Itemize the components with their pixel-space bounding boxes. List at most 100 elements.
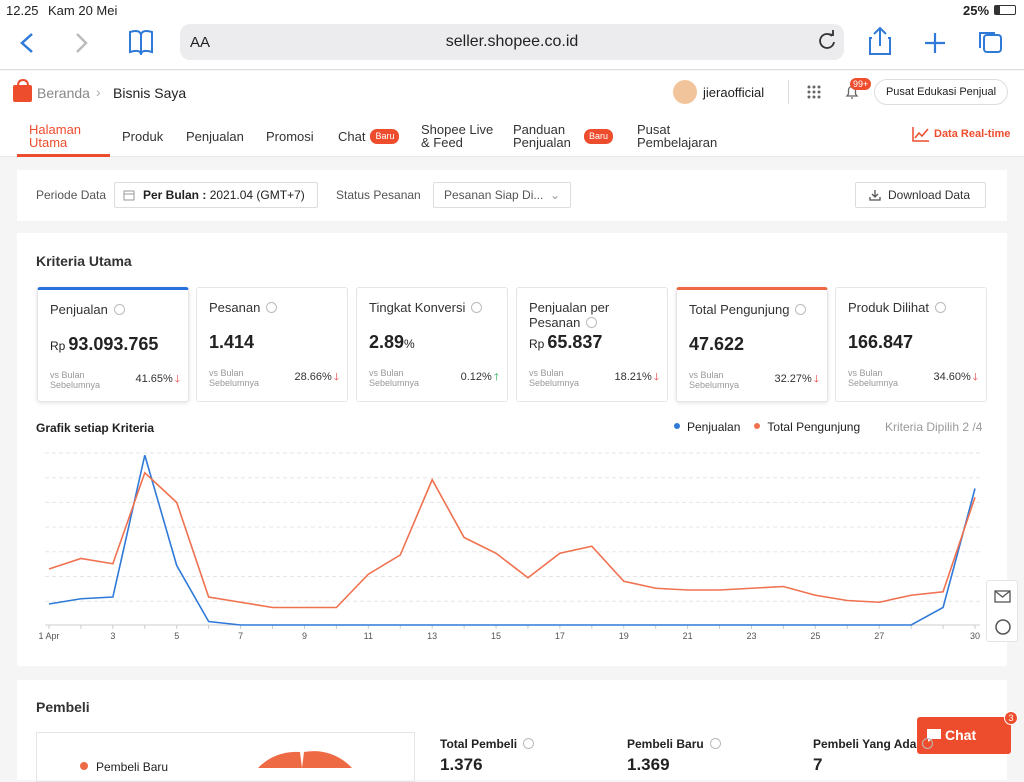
stat-value: 1.369 — [627, 755, 670, 774]
metric-name-text: Pesanan — [209, 300, 261, 315]
tab-badge: Baru — [583, 128, 613, 144]
metric-prefix: Rp — [50, 339, 66, 353]
metric-change: 32.27% 🡓 — [774, 372, 819, 389]
legend-label: Penjualan — [687, 420, 741, 434]
breadcrumb-sep: › — [96, 84, 101, 100]
x-tick-label: 17 — [555, 631, 565, 641]
metric-change: 28.66% 🡓 — [294, 370, 339, 387]
nav-tab[interactable]: Penjualan — [186, 118, 246, 154]
url: seller.shopee.co.id — [445, 33, 579, 50]
metric-card[interactable]: Tingkat Konversi 2.89% vs Bulan Sebelumnya… — [356, 287, 508, 402]
buyer-stat: Total Pembeli 1.376 — [440, 737, 535, 775]
metric-compare: vs Bulan Sebelumnya — [369, 368, 420, 388]
x-tick-label: 25 — [810, 631, 820, 641]
legend-item[interactable]: Total Pengunjung — [754, 420, 860, 434]
avatar[interactable] — [673, 80, 697, 104]
metric-card[interactable]: Penjualan Rp 93.093.765 vs Bulan Sebelumnya… — [37, 287, 189, 402]
download-button[interactable]: Download Data — [855, 182, 986, 208]
apps-icon[interactable] — [806, 84, 822, 100]
nav-tab[interactable]: Chat Baru — [338, 118, 408, 154]
share[interactable] — [869, 26, 891, 55]
metric-value: 2.89% — [369, 332, 495, 360]
nav-tab[interactable]: Halaman Utama — [29, 118, 122, 154]
tab-label: Halaman Utama — [29, 122, 82, 150]
x-tick-label: 19 — [619, 631, 629, 641]
nav-tab[interactable]: Shopee Live & Feed — [421, 118, 501, 154]
metric-value: Rp 65.837 — [529, 332, 655, 360]
x-tick-label: 5 — [174, 631, 179, 641]
metric-compare: vs Bulan Sebelumnya — [848, 368, 899, 388]
info-icon — [523, 738, 535, 749]
stat-value: 1.376 — [440, 755, 483, 774]
tab-badge: Baru — [370, 128, 400, 144]
series-line — [48, 471, 976, 609]
nav-tab[interactable]: Panduan Penjualan Baru — [513, 118, 613, 154]
metric-value: 166.847 — [848, 332, 974, 360]
legend: Penjualan Total Pengunjung — [674, 420, 860, 434]
nav-tab[interactable]: Pusat Pembelajaran — [637, 118, 717, 154]
metric-card[interactable]: Total Pengunjung 47.622 vs Bulan Sebelumny… — [676, 287, 828, 402]
metric-card[interactable]: Produk Dilihat 166.847 vs Bulan Sebelumnya… — [835, 287, 987, 402]
metric-suffix: % — [404, 337, 415, 351]
status-value: Pesanan Siap Di... — [444, 188, 544, 202]
change-text: 41.65% — [135, 373, 173, 385]
metric-compare: vs Bulan Sebelumnya — [689, 370, 740, 390]
bookmarks-button[interactable] — [129, 30, 153, 55]
realtime-link[interactable]: Data Real-time — [934, 128, 1011, 140]
metric-number: 166.847 — [848, 332, 914, 352]
tabs[interactable] — [983, 34, 1002, 53]
change-arrow: 🡓 — [813, 374, 819, 385]
x-tick-label: 9 — [302, 631, 307, 641]
change-arrow: 🡑 — [493, 372, 499, 383]
metric-card[interactable]: Penjualan per Pesanan Rp 65.837 vs Bulan Se… — [516, 287, 668, 402]
metric-name: Tingkat Konversi — [369, 300, 495, 326]
change-arrow: 🡓 — [653, 372, 659, 383]
username[interactable]: jieraofficial — [703, 85, 765, 100]
metric-compare: vs Bulan Sebelumnya — [50, 370, 101, 390]
period-picker[interactable]: Per Bulan : 2021.04 (GMT+7) — [114, 182, 318, 208]
side-icons[interactable] — [987, 581, 1019, 643]
new-tab[interactable] — [925, 33, 945, 53]
tab-label: Shopee Live & Feed — [421, 122, 494, 150]
kriteria-title: Kriteria Utama — [36, 253, 132, 269]
tab-label: Penjualan — [186, 128, 244, 144]
info-icon — [266, 302, 278, 313]
forward-button[interactable] — [76, 33, 88, 53]
info-icon — [709, 738, 721, 749]
metric-number: 2.89 — [369, 332, 405, 352]
download-icon — [869, 190, 881, 201]
nav-tab[interactable]: Promosi — [266, 118, 321, 154]
info-icon — [113, 304, 125, 315]
address-bar[interactable] — [180, 24, 844, 60]
metric-name: Pesanan — [209, 300, 335, 326]
info-icon — [922, 738, 934, 749]
metric-value: 1.414 — [209, 332, 335, 360]
metric-change: 18.21% 🡓 — [614, 370, 659, 387]
pembeli-card — [17, 680, 1007, 780]
text-size[interactable]: AA — [190, 34, 211, 51]
tab-label: Produk — [122, 128, 164, 144]
breadcrumb-home[interactable]: Beranda — [37, 85, 90, 101]
metric-change: 0.12% 🡑 — [461, 370, 499, 387]
divider — [788, 80, 789, 104]
back-button[interactable] — [20, 33, 33, 53]
metric-name-text: Total Pengunjung — [689, 302, 790, 317]
x-tick-label: 30 — [970, 631, 980, 641]
metric-number: 93.093.765 — [68, 334, 159, 354]
reload[interactable] — [819, 30, 835, 49]
legend-dot — [674, 423, 680, 429]
status-select[interactable]: Pesanan Siap Di... ⌄ — [433, 182, 571, 208]
pie-legend: Pembeli Baru — [96, 760, 169, 774]
edu-button[interactable]: Pusat Edukasi Penjual — [874, 79, 1008, 105]
x-tick-label: 3 — [110, 631, 115, 641]
tab-label: Panduan Penjualan — [513, 122, 571, 150]
change-text: 18.21% — [614, 371, 652, 383]
nav-tab[interactable]: Produk — [122, 118, 172, 154]
change-text: 32.27% — [774, 373, 812, 385]
stat-label: Total Pembeli — [440, 737, 518, 751]
stat-label: Pembeli Yang Ada — [813, 737, 917, 751]
metric-card[interactable]: Pesanan 1.414 vs Bulan Sebelumnya 28.66% 🡓 — [196, 287, 348, 402]
series-line — [48, 455, 976, 626]
battery: 25% — [963, 3, 990, 18]
legend-item[interactable]: Penjualan — [674, 420, 740, 434]
